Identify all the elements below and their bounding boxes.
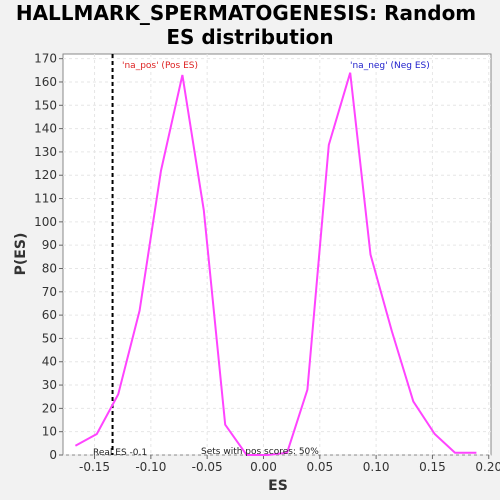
y-tick-label: 80 <box>42 261 57 275</box>
y-tick-label: 100 <box>34 215 57 229</box>
y-tick-label: 10 <box>42 425 57 439</box>
y-tick-label: 70 <box>42 285 57 299</box>
x-ticks: -0.15 -0.10 -0.05 0.00 0.05 0.10 0.15 0.20 <box>79 455 500 474</box>
grid-layer <box>63 54 491 456</box>
real-es-label: Real ES -0.1 <box>93 448 147 458</box>
y-tick-label: 140 <box>34 122 57 136</box>
y-tick-label: 60 <box>42 308 57 322</box>
x-tick-label: -0.10 <box>135 460 166 474</box>
y-tick-label: 0 <box>49 448 57 462</box>
x-tick-label: 0.15 <box>419 460 446 474</box>
plot-area <box>62 53 492 456</box>
y-tick-label: 30 <box>42 378 57 392</box>
y-tick-label: 90 <box>42 238 57 252</box>
y-tick-label: 40 <box>42 355 57 369</box>
x-tick-label: 0.00 <box>250 460 277 474</box>
y-tick-label: 130 <box>34 145 57 159</box>
y-tick-label: 120 <box>34 168 57 182</box>
chart-title-line2: ES distribution <box>166 25 333 49</box>
y-tick-label: 50 <box>42 331 57 345</box>
y-tick-label: 150 <box>34 98 57 112</box>
x-tick-label: 0.05 <box>306 460 333 474</box>
x-axis-title: ES <box>268 478 288 494</box>
y-tick-label: 110 <box>34 192 57 206</box>
series-layer <box>74 72 477 456</box>
x-tick-label: -0.15 <box>79 460 110 474</box>
legend-pos-label: 'na_pos' (Pos ES) <box>122 61 198 71</box>
series-line <box>74 72 477 456</box>
x-tick-label: -0.05 <box>192 460 223 474</box>
sets-note: Sets with pos scores: 50% <box>201 447 319 457</box>
y-tick-label: 20 <box>42 401 57 415</box>
x-tick-label: 0.20 <box>475 460 500 474</box>
y-tick-label: 160 <box>34 75 57 89</box>
legend-neg-label: 'na_neg' (Neg ES) <box>350 61 430 71</box>
y-ticks: 0 10 20 30 40 50 60 70 80 90 100 110 120 130 140 150 160… <box>34 52 63 462</box>
x-tick-label: 0.10 <box>363 460 390 474</box>
y-axis-title: P(ES) <box>13 233 29 276</box>
chart-title-line1: HALLMARK_SPERMATOGENESIS: Random <box>16 1 476 25</box>
y-tick-label: 170 <box>34 52 57 66</box>
